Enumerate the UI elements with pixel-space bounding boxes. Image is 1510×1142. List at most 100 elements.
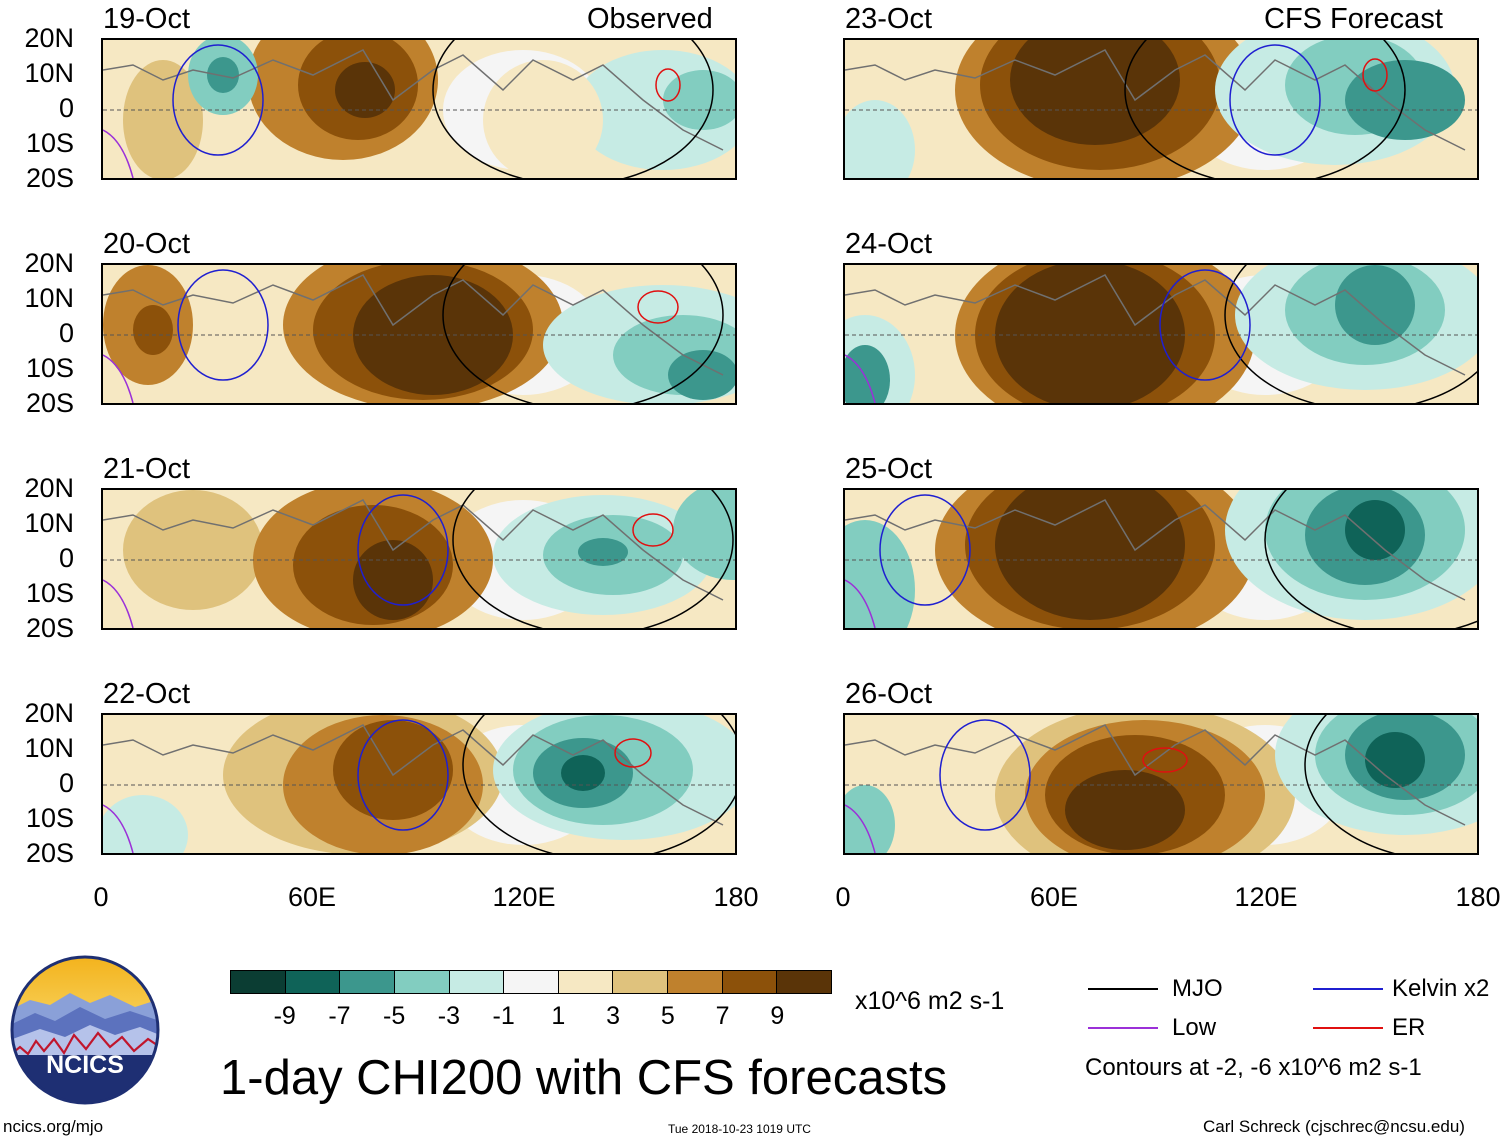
anomaly-region — [995, 265, 1185, 403]
legend-kelvin-line — [1313, 988, 1383, 990]
coastline — [845, 499, 1466, 601]
mjo-contour — [1124, 40, 1406, 178]
panel-date-label: 25-Oct — [845, 453, 933, 485]
colorbar-tick-label: 7 — [715, 1002, 730, 1030]
y-axis-label: 10N — [24, 58, 74, 88]
colorbar-swatch — [668, 971, 723, 993]
panel-date-label: 22-Oct — [103, 678, 191, 710]
anomaly-region — [845, 100, 915, 178]
anomaly-region — [663, 70, 735, 130]
colorbar-tick-label: -3 — [437, 1002, 461, 1030]
mjo-contour — [1224, 265, 1477, 403]
mjo-contour — [442, 265, 724, 403]
y-axis-label: 20S — [25, 388, 74, 418]
kelvin-contour — [357, 719, 449, 831]
y-axis-label: 10S — [25, 128, 74, 158]
anomaly-region — [1335, 265, 1415, 345]
anomaly-region — [845, 520, 915, 628]
mjo-contour — [1264, 490, 1477, 628]
y-axis-label: 20S — [25, 613, 74, 643]
mjo-contour — [432, 40, 714, 178]
map-panel-21-oct — [101, 488, 737, 630]
anomaly-region — [133, 305, 173, 355]
colorbar-swatch — [449, 971, 505, 993]
low-contour — [845, 579, 876, 628]
anomaly-region — [123, 490, 263, 610]
anomaly-region — [483, 60, 603, 178]
y-axis-label: 10N — [24, 733, 74, 763]
y-axis-label: 10N — [24, 508, 74, 538]
anomaly-region — [668, 350, 735, 400]
low-contour — [845, 804, 876, 853]
coastline — [845, 49, 1466, 151]
colorbar-swatch — [285, 971, 341, 993]
colorbar-swatch — [504, 971, 559, 993]
colorbar-swatch — [613, 971, 669, 993]
mjo-contour — [452, 490, 734, 628]
anomaly-region — [845, 785, 895, 853]
footer-url[interactable]: ncics.org/mjo — [3, 1117, 104, 1136]
er-contour — [1142, 747, 1188, 773]
y-axis-label: 0 — [58, 318, 74, 348]
panel-date-label: 21-Oct — [103, 453, 191, 485]
x-axis-label: 180 — [1455, 882, 1501, 912]
colorbar-tick-label: -7 — [328, 1002, 351, 1030]
colorbar-tick-label: -1 — [492, 1002, 515, 1030]
coastline — [103, 724, 724, 826]
colorbar-swatch — [558, 971, 614, 993]
coastline — [103, 499, 724, 601]
anomaly-region — [123, 60, 203, 178]
map-panel-19-oct — [101, 38, 737, 180]
y-axis-label: 10S — [25, 578, 74, 608]
er-contour — [632, 513, 674, 547]
anomaly-region — [335, 62, 395, 118]
y-axis-label: 0 — [58, 93, 74, 123]
y-axis-label: 20N — [24, 473, 74, 503]
kelvin-contour — [1159, 269, 1251, 381]
anomaly-region — [1365, 732, 1425, 788]
colorbar-tick-label: 3 — [606, 1002, 621, 1030]
legend-kelvin-label: Kelvin x2 — [1392, 975, 1490, 1002]
kelvin-contour — [177, 269, 269, 381]
coastline — [103, 49, 724, 151]
legend-low-line — [1088, 1027, 1158, 1029]
low-contour — [103, 129, 134, 178]
y-axis-label: 20N — [24, 248, 74, 278]
figure-title: 1-day CHI200 with CFS forecasts — [220, 1051, 948, 1105]
y-axis-label: 10S — [25, 353, 74, 383]
x-axis-label: 180 — [713, 882, 759, 912]
panel-date-label: 23-Oct — [845, 3, 933, 35]
anomaly-region — [1345, 60, 1465, 140]
anomaly-region — [1010, 40, 1180, 145]
colorbar-units: x10^6 m2 s-1 — [855, 987, 1005, 1015]
low-contour — [103, 579, 134, 628]
colorbar-swatch — [722, 971, 778, 993]
y-axis-label: 20S — [25, 838, 74, 868]
x-axis-label: 120E — [1234, 882, 1298, 912]
x-axis-label: 60E — [1029, 882, 1079, 912]
colorbar — [230, 970, 832, 994]
er-contour — [655, 68, 681, 102]
mjo-contour — [462, 715, 735, 853]
kelvin-contour — [879, 494, 971, 606]
colorbar-swatch — [340, 971, 395, 993]
low-contour — [845, 354, 876, 403]
map-panel-22-oct — [101, 713, 737, 855]
legend-er-line — [1313, 1027, 1383, 1029]
coastline — [103, 274, 724, 376]
legend-er-label: ER — [1392, 1014, 1426, 1041]
panel-date-label: 26-Oct — [845, 678, 933, 710]
low-contour — [103, 354, 134, 403]
mjo-contour — [1304, 715, 1396, 853]
y-axis-label: 10N — [24, 283, 74, 313]
map-panel-20-oct — [101, 263, 737, 405]
x-axis-label: 0 — [93, 882, 109, 912]
colorbar-tick-label: 9 — [770, 1002, 785, 1030]
colorbar-swatch — [394, 971, 450, 993]
x-axis-label: 60E — [287, 882, 337, 912]
coastline — [845, 724, 1466, 826]
anomaly-region — [333, 720, 453, 820]
colorbar-tick-label: -5 — [383, 1002, 406, 1030]
panel-date-label: 19-Oct — [103, 3, 191, 35]
anomaly-region — [1065, 770, 1185, 850]
